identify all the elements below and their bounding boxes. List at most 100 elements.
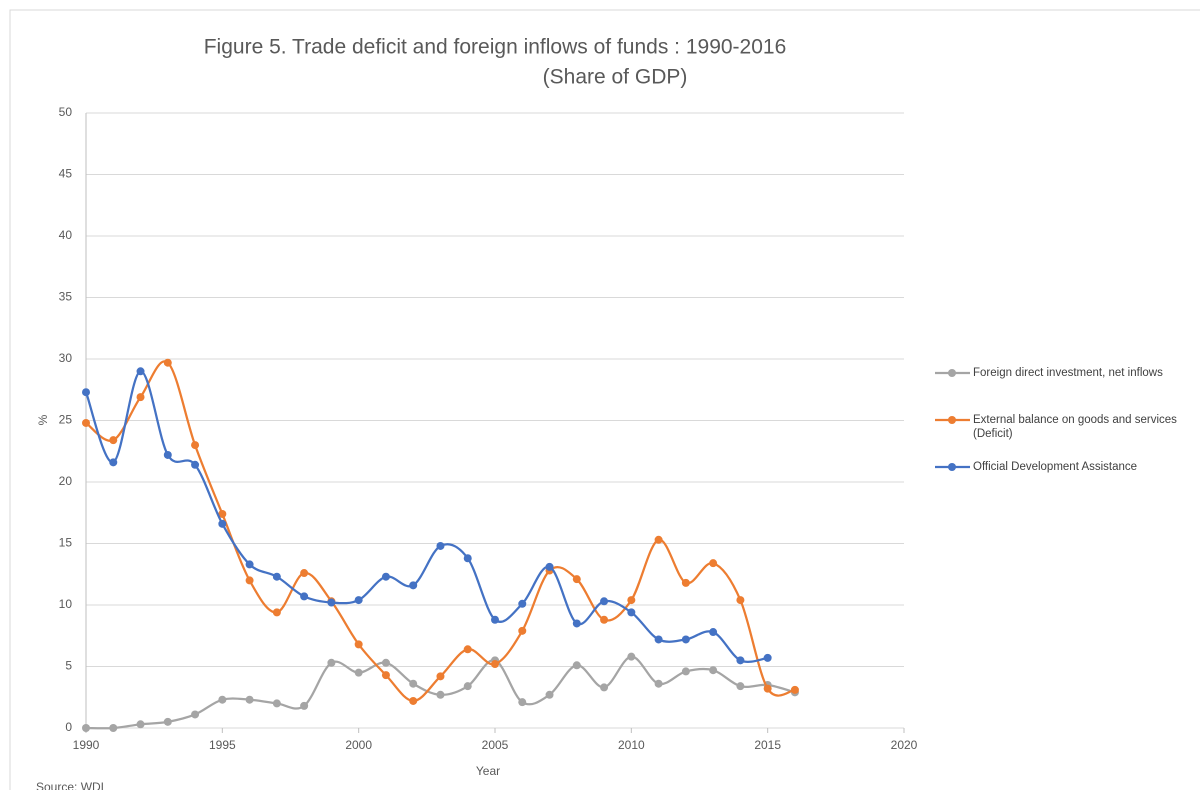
- data-point: [736, 596, 745, 605]
- data-point: [572, 661, 581, 670]
- data-point: [709, 628, 718, 637]
- data-point: [109, 436, 118, 445]
- data-point: [354, 596, 363, 605]
- data-point: [381, 658, 390, 667]
- legend-marker: [948, 416, 956, 424]
- data-point: [790, 685, 799, 694]
- data-point: [736, 656, 745, 665]
- data-point: [545, 562, 554, 571]
- data-point: [681, 578, 690, 587]
- y-tick-label: 25: [59, 413, 73, 427]
- data-point: [109, 458, 118, 467]
- data-point: [82, 418, 90, 427]
- data-point: [627, 596, 636, 605]
- y-tick-label: 45: [59, 167, 73, 181]
- x-tick-label: 2015: [754, 738, 781, 752]
- y-tick-label: 20: [59, 474, 73, 488]
- data-point: [136, 720, 145, 729]
- data-point: [354, 640, 363, 649]
- x-tick-label: 1990: [73, 738, 100, 752]
- data-point: [518, 599, 527, 608]
- y-tick-label: 15: [59, 536, 73, 550]
- data-point: [163, 450, 172, 459]
- data-point: [218, 695, 227, 704]
- data-point: [82, 388, 90, 397]
- source-note: Source: WDI: [36, 780, 104, 790]
- data-point: [436, 690, 445, 699]
- data-point: [82, 724, 90, 732]
- legend-label: External balance on goods and services (…: [973, 414, 1177, 440]
- legend-marker: [948, 369, 956, 377]
- data-point: [300, 592, 309, 601]
- data-point: [681, 635, 690, 644]
- data-point: [381, 671, 390, 680]
- data-point: [191, 460, 200, 469]
- data-point: [218, 509, 227, 518]
- data-point: [300, 701, 309, 710]
- data-point: [327, 598, 336, 607]
- data-point: [709, 559, 718, 568]
- data-point: [654, 535, 663, 544]
- x-tick-label: 2010: [618, 738, 645, 752]
- data-point: [245, 560, 254, 569]
- data-point: [136, 367, 145, 376]
- y-tick-label: 0: [65, 720, 72, 734]
- y-tick-label: 40: [59, 228, 73, 242]
- data-point: [463, 645, 472, 654]
- data-point: [109, 724, 118, 732]
- data-point: [600, 615, 609, 624]
- data-point: [327, 658, 336, 667]
- x-tick-label: 1995: [209, 738, 236, 752]
- data-point: [300, 569, 309, 578]
- chart-border: [9, 9, 1200, 790]
- y-tick-label: 10: [59, 597, 73, 611]
- data-point: [436, 541, 445, 550]
- data-point: [572, 619, 581, 628]
- data-point: [627, 652, 636, 661]
- data-point: [572, 575, 581, 584]
- data-point: [600, 597, 609, 606]
- chart-subtitle: (Share of GDP): [543, 66, 688, 89]
- data-point: [681, 667, 690, 676]
- y-tick-label: 5: [65, 659, 72, 673]
- data-point: [381, 572, 390, 581]
- data-point: [191, 441, 200, 450]
- data-point: [491, 615, 499, 624]
- data-point: [763, 684, 772, 693]
- x-axis-label: Year: [476, 764, 500, 778]
- data-point: [600, 683, 609, 692]
- data-point: [272, 572, 281, 581]
- data-point: [736, 682, 745, 691]
- data-point: [409, 696, 418, 705]
- data-point: [354, 668, 363, 677]
- data-point: [272, 699, 281, 708]
- data-point: [245, 576, 254, 585]
- y-tick-label: 35: [59, 290, 73, 304]
- data-point: [491, 660, 499, 669]
- data-point: [272, 608, 281, 617]
- y-axis-label: %: [36, 414, 50, 425]
- x-tick-label: 2005: [482, 738, 509, 752]
- data-point: [436, 672, 445, 681]
- x-tick-label: 2000: [345, 738, 372, 752]
- data-point: [518, 698, 527, 707]
- data-point: [409, 581, 418, 590]
- y-tick-label: 50: [59, 105, 73, 119]
- data-point: [654, 679, 663, 688]
- legend-label: Foreign direct investment, net inflows: [973, 367, 1163, 379]
- data-point: [545, 690, 554, 699]
- data-point: [136, 393, 145, 402]
- data-point: [463, 554, 472, 563]
- legend-label: Official Development Assistance: [973, 461, 1138, 473]
- data-point: [709, 666, 718, 675]
- data-point: [245, 695, 254, 704]
- y-tick-label: 30: [59, 351, 73, 365]
- data-point: [218, 519, 227, 528]
- data-point: [654, 635, 663, 644]
- data-point: [191, 710, 200, 719]
- data-point: [763, 653, 772, 662]
- x-tick-label: 2020: [891, 738, 918, 752]
- chart-title: Figure 5. Trade deficit and foreign infl…: [204, 36, 787, 59]
- data-point: [518, 626, 527, 635]
